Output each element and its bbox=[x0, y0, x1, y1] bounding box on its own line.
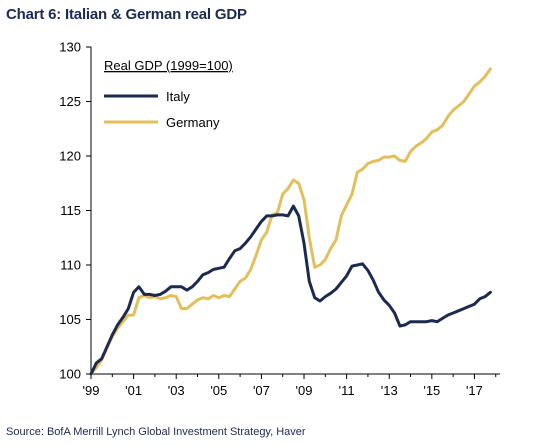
y-tick-label: 130 bbox=[59, 40, 81, 55]
x-tick-label: '99 bbox=[83, 383, 100, 398]
chart-axes: 100 105 110 115 120 125 130 '99 '01 '03 '05 '07 '09 '… bbox=[59, 40, 500, 398]
chart-series bbox=[89, 67, 492, 376]
x-tick-label: '05 bbox=[210, 383, 227, 398]
x-tick-label: '13 bbox=[381, 383, 398, 398]
chart-legend: Real GDP (1999=100) Italy Germany bbox=[104, 58, 233, 130]
x-tick-label: '15 bbox=[423, 383, 440, 398]
y-tick-label: 105 bbox=[59, 312, 81, 327]
x-tick-label: '01 bbox=[125, 383, 142, 398]
x-tick-label: '17 bbox=[466, 383, 483, 398]
y-tick-label: 100 bbox=[59, 367, 81, 382]
x-tick-label: '09 bbox=[296, 383, 313, 398]
x-tick-label: '03 bbox=[168, 383, 185, 398]
y-tick-label: 115 bbox=[60, 203, 81, 218]
x-tick-label: '07 bbox=[253, 383, 270, 398]
y-tick-label: 110 bbox=[60, 258, 81, 273]
source-note: Source: BofA Merrill Lynch Global Invest… bbox=[6, 426, 306, 438]
chart-title: Chart 6: Italian & German real GDP bbox=[6, 6, 247, 23]
legend-label-germany: Germany bbox=[166, 115, 220, 130]
series-line-germany bbox=[89, 67, 492, 376]
series-line-italy bbox=[89, 204, 492, 376]
x-tick-label: '11 bbox=[339, 383, 355, 398]
y-tick-label: 125 bbox=[59, 94, 81, 109]
y-tick-label: 120 bbox=[59, 149, 81, 164]
legend-title: Real GDP (1999=100) bbox=[104, 58, 233, 73]
legend-label-italy: Italy bbox=[166, 89, 190, 104]
